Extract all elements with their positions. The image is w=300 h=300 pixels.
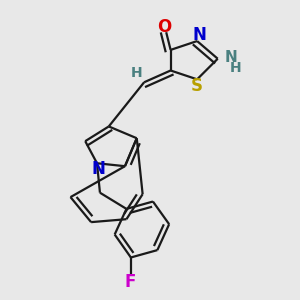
Text: H: H <box>131 66 142 80</box>
Text: F: F <box>124 273 136 291</box>
Text: N: N <box>92 160 105 178</box>
Text: S: S <box>190 77 202 95</box>
Text: N: N <box>193 26 206 44</box>
Text: O: O <box>157 18 171 36</box>
Text: N: N <box>225 50 237 65</box>
Text: H: H <box>230 61 241 75</box>
